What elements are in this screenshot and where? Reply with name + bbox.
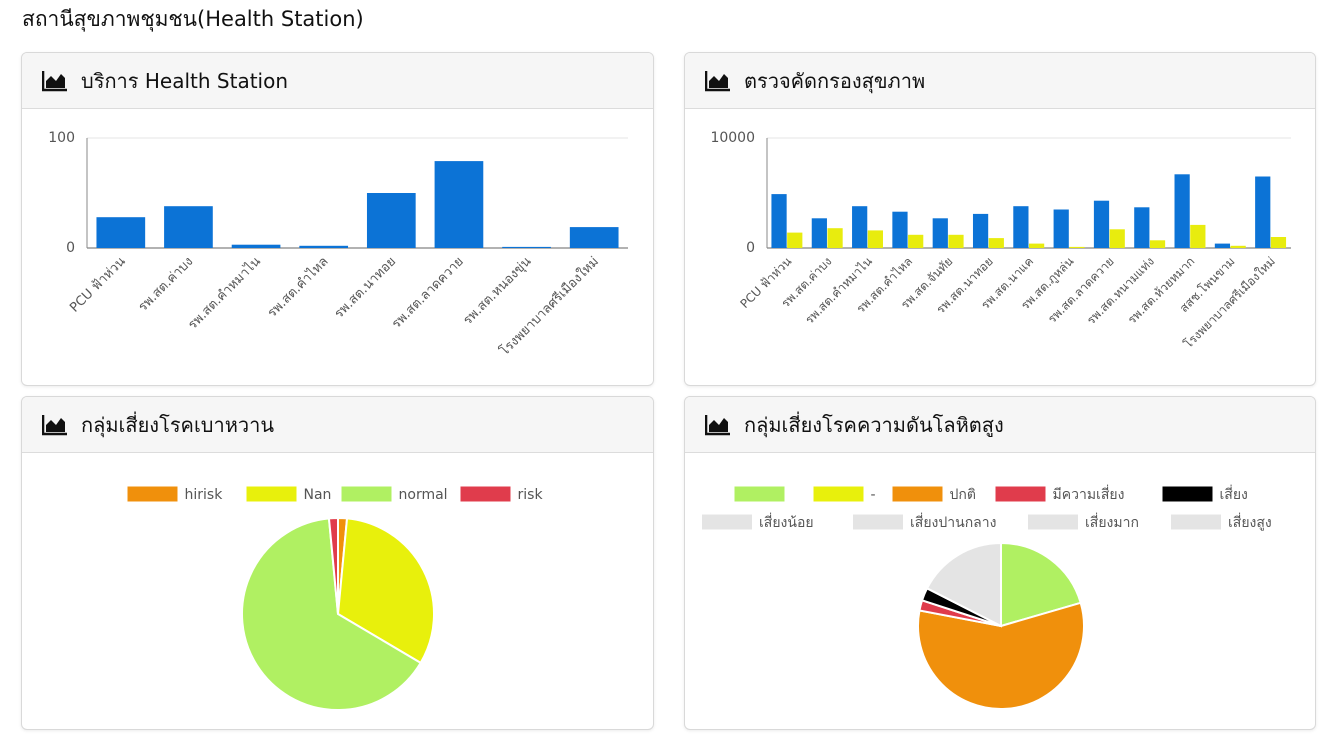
y-tick-label: 0 (66, 240, 75, 256)
diabetes-risk-card: กลุ่มเสี่ยงโรคเบาหวาน hirisk Nan normal ris… (21, 396, 654, 730)
bar (1214, 243, 1231, 248)
legend-label: เสี่ยงน้อย (759, 513, 814, 531)
bar (1013, 206, 1029, 248)
bar (1149, 240, 1166, 248)
bar (972, 213, 989, 248)
bar (787, 232, 803, 248)
legend-swatch (1171, 514, 1221, 530)
x-tick-label: รพ.สต.หนองขุ่น (460, 254, 534, 328)
legend-swatch (1028, 514, 1078, 530)
legend-swatch (460, 486, 511, 502)
y-tick-label: 10000 (710, 130, 755, 146)
bar (1093, 200, 1110, 248)
bar (908, 234, 924, 248)
legend-swatch (892, 486, 943, 502)
bar (502, 246, 551, 248)
x-tick-label: PCU ฟ้าห่วน (67, 254, 128, 315)
card-title: กลุ่มเสี่ยงโรคความดันโลหิตสูง (744, 412, 1004, 437)
pie-slice (336, 517, 435, 665)
bar (1174, 174, 1190, 248)
bar (932, 218, 948, 248)
page-title: สถานีสุขภาพชุมชน(Health Station) (22, 7, 364, 31)
pie-slice (925, 541, 1002, 628)
legend-swatch (1162, 486, 1213, 502)
legend-label: เสี่ยงสูง (1228, 513, 1272, 531)
legend-swatch (246, 486, 297, 502)
card-title: กลุ่มเสี่ยงโรคเบาหวาน (81, 412, 275, 437)
y-tick-label: 100 (48, 130, 75, 146)
legend-label: มีความเสี่ยง (1053, 485, 1125, 503)
area-chart-icon (705, 414, 731, 436)
bar (1053, 209, 1069, 248)
legend-label: เสี่ยงมาก (1085, 513, 1139, 531)
x-tick-label: รพ.สต.คำไหล (264, 254, 331, 321)
bar (811, 218, 827, 248)
legend-swatch (853, 514, 903, 530)
bar (1069, 246, 1085, 248)
legend-label: - (871, 487, 876, 503)
legend-label: เสี่ยง (1220, 485, 1248, 503)
legend-swatch (734, 486, 785, 502)
bar (164, 206, 213, 248)
x-tick-label: รพ.สต.ลาดควาย (389, 254, 467, 332)
bar (1029, 243, 1045, 248)
legend-swatch (995, 486, 1046, 502)
x-tick-label: รพ.สต.นาทอย (332, 254, 399, 321)
card-header: กลุ่มเสี่ยงโรคเบาหวาน (22, 397, 653, 453)
card-title: ตรวจคัดกรองสุขภาพ (744, 68, 926, 93)
health-station-services-card: บริการ Health Station 0 100 PCU ฟ้าห่วน รพ.… (21, 52, 654, 386)
card-title: บริการ Health Station (81, 68, 289, 93)
bar (1109, 229, 1125, 248)
bar (366, 193, 416, 248)
legend-swatch (127, 486, 178, 502)
pie-slice (241, 517, 423, 711)
bar (299, 245, 349, 248)
area-chart-icon (42, 414, 68, 436)
diabetes-pie-chart: hirisk Nan normal risk (127, 486, 544, 711)
card-header: ตรวจคัดกรองสุขภาพ (685, 53, 1315, 109)
card-header: บริการ Health Station (22, 53, 653, 109)
bar (569, 227, 619, 248)
legend-label: risk (518, 487, 544, 503)
legend-label: เสี่ยงปานกลาง (910, 513, 996, 531)
legend-swatch (341, 486, 392, 502)
legend-swatch (702, 514, 752, 530)
legend-label: Nan (304, 487, 332, 503)
bar (1190, 224, 1206, 248)
x-tick-label: รพ.สต.คำหมาไน (185, 253, 264, 332)
pie-slice (327, 516, 339, 615)
bar (948, 234, 964, 248)
bar (1134, 207, 1150, 248)
x-tick-label: รพ.สต.ค่าบง (136, 254, 197, 315)
bar (867, 230, 883, 248)
y-tick-label: 0 (746, 240, 755, 256)
bar (892, 211, 908, 248)
pie-slice (1000, 541, 1082, 628)
services-bar-chart: 0100PCU ฟ้าห่วน รพ.สต.ค่าบงรพ.สต.คำหมาไนร… (48, 130, 628, 359)
area-chart-icon (705, 70, 731, 92)
area-chart-icon (42, 70, 68, 92)
bar (988, 238, 1004, 248)
bar (1255, 176, 1271, 248)
card-header: กลุ่มเสี่ยงโรคความดันโลหิตสูง (685, 397, 1315, 453)
bar (434, 161, 484, 248)
bar (231, 244, 281, 248)
bar (1270, 237, 1287, 248)
bar (96, 217, 146, 248)
pie-slice (917, 601, 1085, 710)
legend-label: hirisk (185, 487, 224, 503)
health-screening-card: ตรวจคัดกรองสุขภาพ 0 10000 PCU ฟ้าห่วน รพ.สต… (684, 52, 1316, 386)
legend-label: normal (399, 487, 448, 503)
bar (771, 194, 787, 248)
bar (852, 206, 868, 248)
hypertension-risk-card: กลุ่มเสี่ยงโรคความดันโลหิตสูง - ปกติ มีควา… (684, 396, 1316, 730)
bar (1230, 245, 1246, 248)
legend-label: ปกติ (950, 487, 976, 503)
bar (827, 228, 843, 248)
legend-swatch (813, 486, 864, 502)
